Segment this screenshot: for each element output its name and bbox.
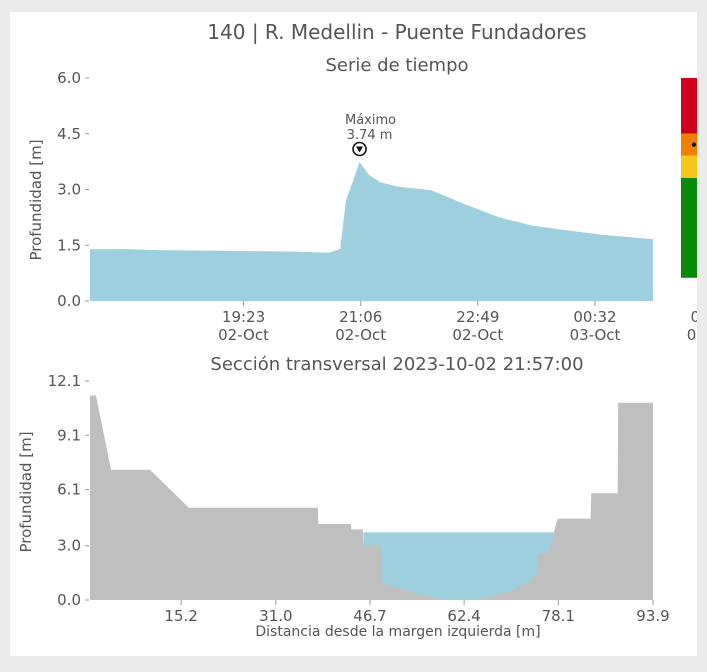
max-annotation-value: 3.74 m (347, 128, 393, 143)
y-tick-label: 12.1 (48, 372, 81, 390)
station-title: 140 | R. Medellin - Puente Fundadores (207, 20, 586, 44)
y-tick-label: 6.1 (57, 481, 81, 499)
timeseries-title: Serie de tiempo (325, 55, 468, 76)
x-tick-label: 00:32 (573, 308, 616, 326)
cross-section-xlabel: Distancia desde la margen izquierda [m] (255, 624, 540, 640)
y-tick-label: 3.0 (57, 537, 81, 555)
riverbed-area (90, 395, 653, 600)
x-tick-label: 46.7 (353, 607, 386, 625)
y-tick-label: 4.5 (57, 125, 81, 143)
y-tick-label: 9.1 (57, 426, 81, 444)
max-marker-arrow (356, 146, 364, 153)
cross-section-title: Sección transversal 2023-10-02 21:57:00 (210, 354, 583, 375)
y-tick-label: 6.0 (57, 69, 81, 87)
x-tick-label: 02:15 (691, 308, 697, 326)
level-segment (681, 78, 707, 134)
level-indicator (681, 78, 707, 278)
depth-area (90, 162, 653, 301)
x-tick-label: 93.9 (636, 607, 669, 625)
y-tick-label: 3.0 (57, 181, 81, 199)
x-tick-label: 15.2 (164, 607, 197, 625)
cross-section-ylabel: Profundidad [m] (17, 431, 35, 552)
y-tick-label: 1.5 (57, 236, 81, 254)
x-tick-date: 03-Oct (687, 326, 697, 344)
timeseries-ylabel: Profundidad [m] (27, 139, 45, 260)
x-tick-label: 31.0 (259, 607, 292, 625)
x-tick-date: 02-Oct (452, 326, 503, 344)
chart-card: 140 | R. Medellin - Puente Fundadores Se… (10, 12, 707, 656)
x-tick-label: 78.1 (542, 607, 575, 625)
y-tick-label: 0.0 (57, 591, 81, 609)
x-tick-label: 62.4 (447, 607, 480, 625)
x-tick-date: 02-Oct (335, 326, 386, 344)
cross-section-plot: 0.0 3.0 6.1 9.1 12.1 15.2 31.0 46.7 62.4 78.1 93.9 (48, 372, 670, 625)
timeseries-plot: 0.01.53.04.56.019:2302-Oct21:0602-Oct22:… (57, 69, 707, 344)
level-segment (681, 177, 707, 278)
level-segment (681, 155, 707, 178)
x-tick-label: 19:23 (222, 308, 265, 326)
max-annotation-label: Máximo (345, 113, 396, 128)
x-tick-date: 02-Oct (218, 326, 269, 344)
x-tick-label: 22:49 (456, 308, 499, 326)
x-tick-label: 21:06 (339, 308, 382, 326)
x-tick-date: 03-Oct (570, 326, 621, 344)
y-tick-label: 0.0 (57, 292, 81, 310)
chart-svg: 140 | R. Medellin - Puente Fundadores Se… (17, 20, 707, 640)
current-level-dot (691, 142, 697, 147)
